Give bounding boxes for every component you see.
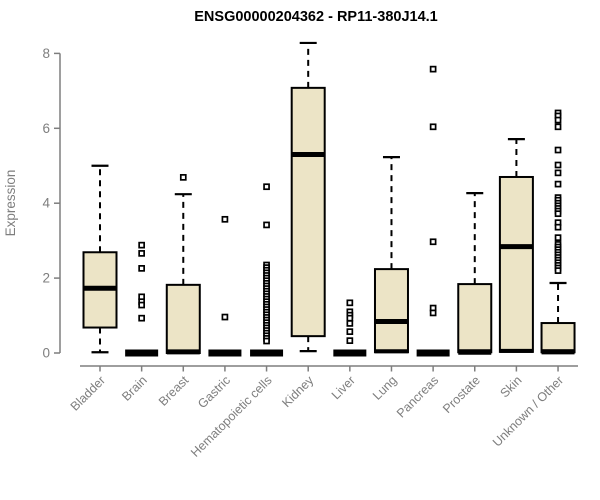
y-tick-label: 6 [42,121,50,136]
outlier-point [554,210,562,218]
outlier-point [554,116,562,124]
x-tick-label-kidney: Kidney [279,373,316,410]
outlier-point [138,314,145,322]
outlier-point [346,337,354,344]
y-tick-label: 8 [42,46,50,61]
boxplot-breast [165,174,201,355]
outlier-point [429,309,437,317]
boxplot-bladder [82,164,118,354]
boxplot-lung [373,156,409,354]
outlier-point [554,169,562,177]
outlier-point [263,221,270,229]
outlier-point [429,123,437,131]
box [498,175,534,353]
outlier-point [554,223,562,231]
box [457,283,493,354]
chart-title: ENSG00000204362 - RP11-380J14.1 [194,9,437,25]
outlier-point [429,65,437,73]
collapsed-box [250,349,284,357]
boxplot-gastric [208,215,242,357]
boxplot-hematopoietic-cells [250,183,284,357]
x-tick-label-bladder: Bladder [68,373,108,413]
outlier-point [179,174,187,181]
y-axis-label: Expression [3,170,18,237]
boxplot-liver [333,299,367,357]
box [290,86,326,338]
x-tick-label-prostate: Prostate [440,373,483,416]
outlier-point [221,313,229,321]
outlier-point [554,180,562,188]
outlier-point [429,238,437,246]
boxplot-prostate [457,191,493,355]
boxplot-kidney [290,41,326,353]
outlier-point [263,337,270,345]
y-tick-label: 2 [42,271,50,286]
outlier-point [138,250,145,257]
x-tick-label-lung: Lung [370,373,400,403]
boxes-layer [82,41,576,357]
outlier-point [138,265,145,272]
outlier-point [346,328,354,336]
x-tick-label-skin: Skin [497,373,524,400]
outlier-point [263,183,270,191]
box [373,268,409,354]
outlier-point [346,299,354,307]
boxplot-skin [498,138,534,353]
x-tick-label-brain: Brain [119,373,150,404]
outlier-point [221,215,229,223]
outlier-point [346,314,354,322]
box [165,283,201,354]
outlier-point [554,267,562,274]
y-tick-label: 0 [42,346,50,361]
collapsed-box [208,349,242,357]
collapsed-box [416,349,450,357]
x-tick-label-unknown-other: Unknown / Other [490,373,566,449]
outlier-point [554,161,562,169]
collapsed-box [125,349,159,357]
x-tick-label-pancreas: Pancreas [394,373,441,420]
x-tick-label-liver: Liver [329,373,358,402]
y-tick-label: 4 [42,196,50,211]
collapsed-box [333,349,367,357]
outlier-point [554,146,562,154]
outlier-point [346,320,354,327]
outlier-point [554,123,562,131]
boxplot-pancreas [416,65,450,357]
x-tick-label-hematopoietic-cells: Hematopoietic cells [188,373,275,460]
box [540,322,576,354]
outlier-point [138,241,145,249]
boxplot-brain [125,241,159,357]
outlier-point [554,234,562,242]
x-tick-label-gastric: Gastric [195,373,233,411]
x-tick-label-breast: Breast [156,373,192,409]
y-axis: 0 2 4 6 8 [42,46,61,361]
outlier-point [138,301,145,309]
boxplot-unknown-other [540,109,576,355]
